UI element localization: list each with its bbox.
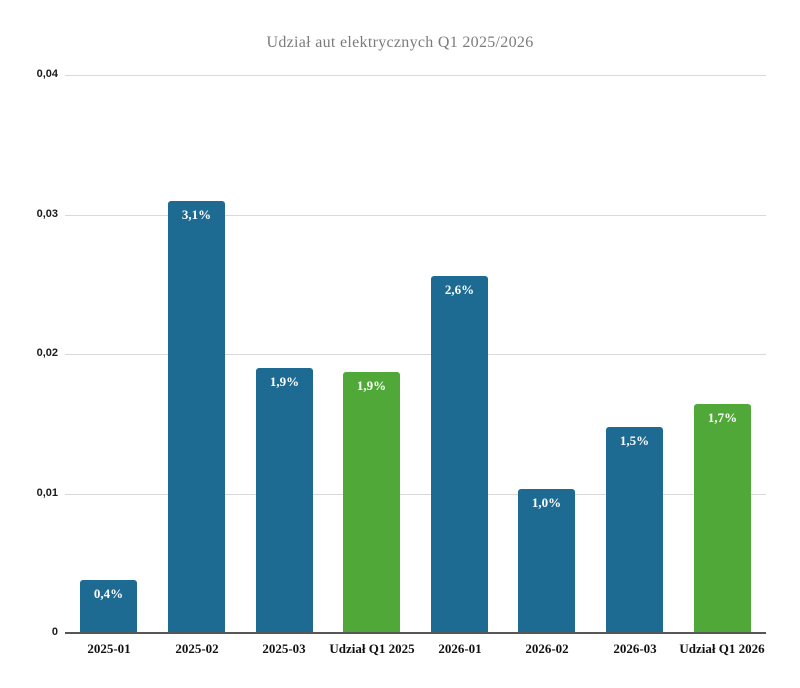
bar-value-label: 1,5% (619, 433, 650, 448)
grid-line (65, 354, 766, 355)
bar: 1,0% (518, 489, 575, 633)
chart-title: Udział aut elektrycznych Q1 2025/2026 (266, 34, 534, 51)
x-axis-line (65, 632, 766, 634)
bar: 3,1% (168, 201, 225, 633)
x-tick-label: Udział Q1 2025 (329, 641, 415, 656)
bar: 1,7% (694, 404, 751, 633)
grid-line (65, 494, 766, 495)
bar-value-label: 1,9% (356, 378, 387, 393)
y-tick-label: 0,02 (36, 347, 58, 359)
bar-value-label: 0,4% (93, 586, 124, 601)
bar-value-label: 3,1% (181, 207, 212, 222)
bar-value-label: 1,7% (707, 410, 738, 425)
y-tick-label: 0,01 (36, 487, 58, 499)
y-tick-label: 0 (51, 626, 58, 638)
grid-line (65, 215, 766, 216)
bar: 1,9% (256, 368, 313, 633)
x-tick-label: 2025-01 (87, 641, 131, 656)
bar-value-label: 1,0% (531, 495, 562, 510)
y-tick-label: 0,03 (36, 208, 58, 220)
x-tick-label: 2025-02 (175, 641, 219, 656)
x-tick-label: 2026-01 (438, 641, 482, 656)
x-tick-label: 2026-02 (525, 641, 569, 656)
grid-line (65, 75, 766, 76)
bar-value-label: 1,9% (269, 374, 300, 389)
bar: 1,9% (343, 372, 400, 633)
bar: 0,4% (80, 580, 137, 633)
bar-value-label: 2,6% (444, 282, 475, 297)
bar: 2,6% (431, 276, 488, 633)
bar: 1,5% (606, 427, 663, 633)
x-tick-label: 2025-03 (262, 641, 306, 656)
y-tick-label: 0,04 (36, 68, 58, 80)
x-tick-label: Udział Q1 2026 (679, 641, 765, 656)
x-tick-label: 2026-03 (613, 641, 657, 656)
